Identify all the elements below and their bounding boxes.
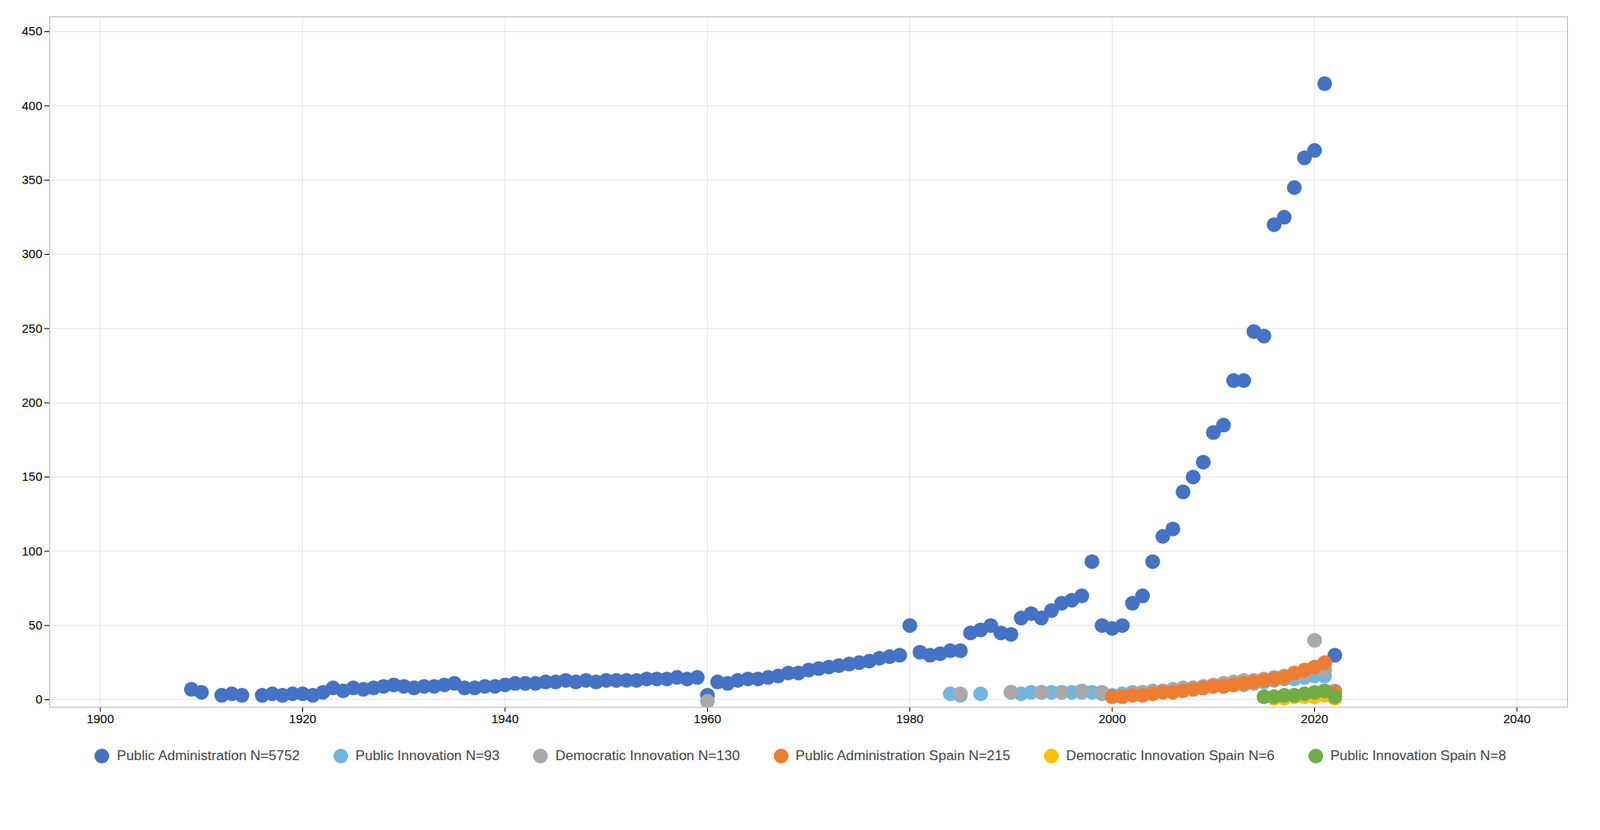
html-text:Public Administration Spain N=: Public Administration Spain N=215 <box>795 747 1011 764</box>
svg-text:100: 100 <box>21 543 42 558</box>
svg-text:350: 350 <box>21 172 42 187</box>
svg-text:2000: 2000 <box>1098 711 1126 726</box>
svg-text:200: 200 <box>21 395 42 410</box>
html-text:Public Innovation N=93: Public Innovation N=93 <box>355 747 500 764</box>
html-text:Democratic Innovation N=130: Democratic Innovation N=130 <box>555 747 740 764</box>
svg-text:1980: 1980 <box>896 711 924 726</box>
svg-text:0: 0 <box>35 691 42 706</box>
svg-text:2040: 2040 <box>1503 711 1531 726</box>
svg-text:250: 250 <box>21 321 42 336</box>
svg-text:1900: 1900 <box>86 711 114 726</box>
svg-text:450: 450 <box>21 23 42 38</box>
svg-text:50: 50 <box>28 617 43 632</box>
svg-text:1920: 1920 <box>289 711 317 726</box>
html-text:Public Innovation Spain N=8: Public Innovation Spain N=8 <box>1330 747 1507 764</box>
svg-text:1960: 1960 <box>694 711 722 726</box>
svg-text:2020: 2020 <box>1301 711 1329 726</box>
svg-text:300: 300 <box>21 246 42 261</box>
html-text:Democratic Innovation Spain N=: Democratic Innovation Spain N=6 <box>1066 747 1275 764</box>
svg-text:1940: 1940 <box>491 711 519 726</box>
svg-text:150: 150 <box>21 468 42 483</box>
svg-text:400: 400 <box>21 98 42 113</box>
html-text:Public Administration N=5752: Public Administration N=5752 <box>116 747 300 764</box>
